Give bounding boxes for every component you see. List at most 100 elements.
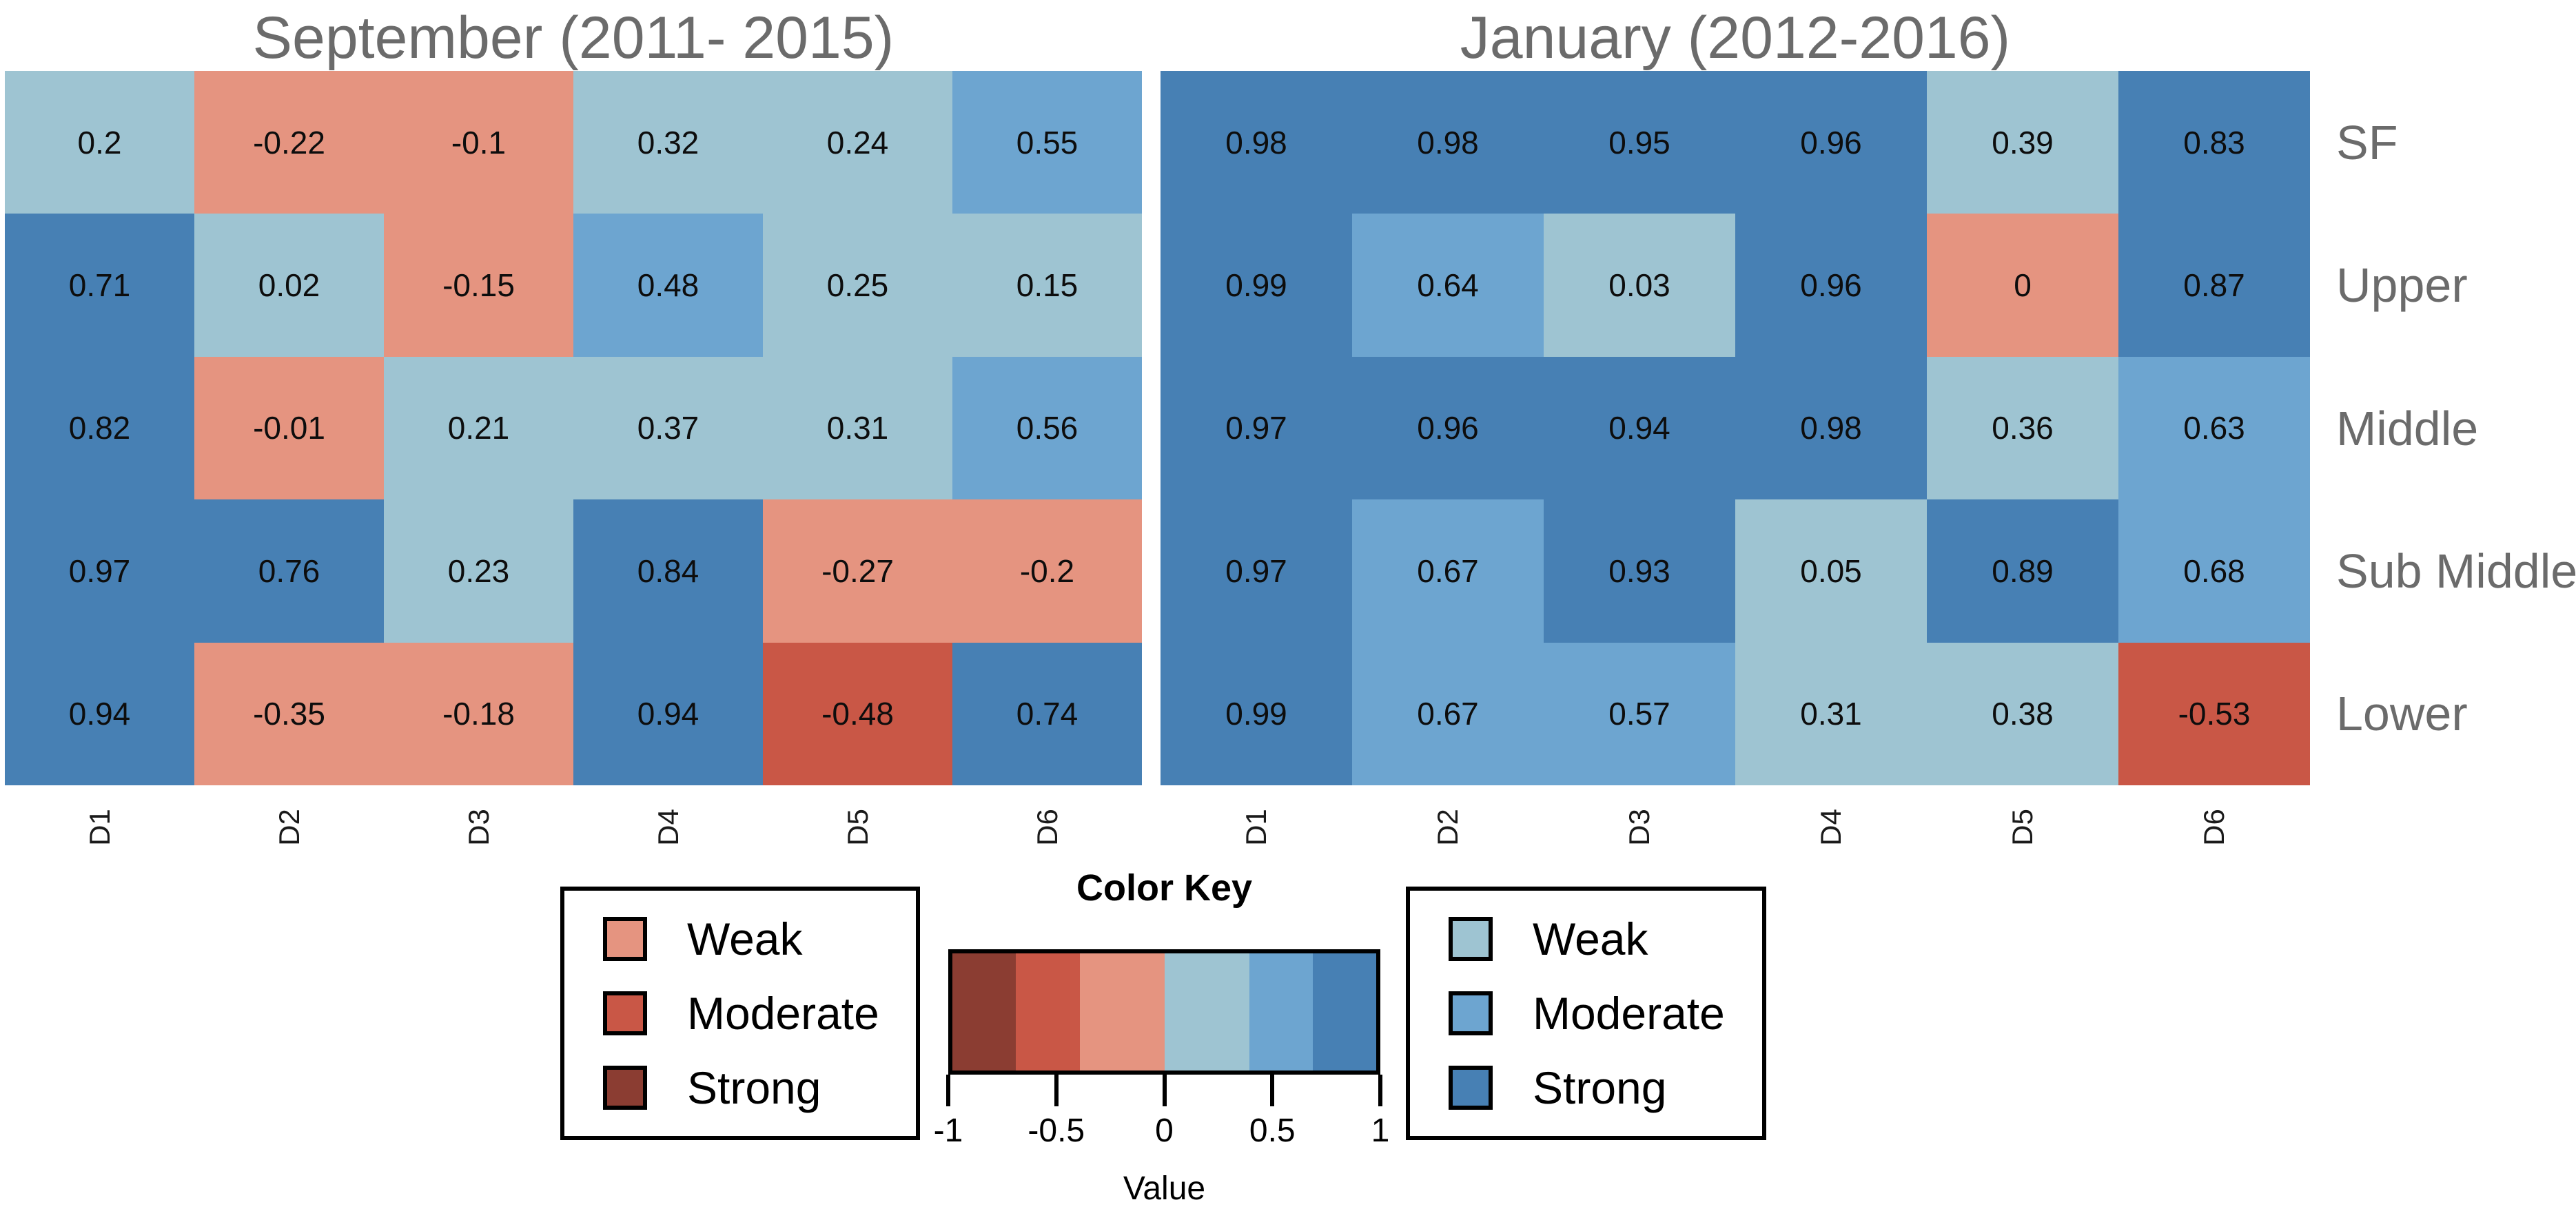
- heatmap-cell: 0.31: [763, 356, 952, 500]
- heatmap-cell-value: 0.76: [258, 552, 320, 589]
- heatmap-cell-value: 0.32: [637, 124, 699, 161]
- heatmap-cell-value: 0.31: [1800, 696, 1862, 732]
- x-tick-label: D4: [1815, 809, 1847, 846]
- legend-item: Moderate: [1449, 987, 1762, 1039]
- row-label: Sub Middle: [2336, 544, 2576, 598]
- heatmap-cell: 0.82: [5, 356, 194, 500]
- heatmap-september: 0.2 -0.22 -0.1 0.32 0.24 0.55 0.71 0.02 -0.15 0.4…: [5, 71, 1142, 785]
- color-key-tick-label: 1: [1371, 1113, 1390, 1149]
- heatmap-cell: 0.83: [2118, 71, 2310, 214]
- heatmap-cell-value: 0.39: [1992, 124, 2054, 161]
- color-key-segment: [952, 953, 1016, 1070]
- heatmap-cell: 0.39: [1927, 71, 2118, 214]
- heatmap-cell: 0.03: [1544, 214, 1735, 357]
- legend-negative: Weak Moderate Strong: [560, 887, 920, 1140]
- x-tick-label: D1: [83, 809, 116, 846]
- heatmap-cell-value: -0.2: [1019, 552, 1075, 589]
- heatmap-title-september: September (2011- 2015): [252, 5, 895, 71]
- row-label: SF: [2336, 115, 2398, 169]
- legend-label: Moderate: [687, 988, 879, 1039]
- heatmap-cell: 0.71: [5, 214, 194, 357]
- heatmap-cell-value: 0.93: [1608, 552, 1670, 589]
- heatmap-cell: 0.99: [1161, 642, 1352, 785]
- heatmap-cell-value: 0.71: [68, 267, 131, 304]
- heatmap-cell-value: 0.64: [1417, 267, 1479, 304]
- heatmap-cell: 0.55: [952, 71, 1142, 214]
- heatmap-cell-value: 0.56: [1016, 410, 1079, 446]
- legend-item: Strong: [1449, 1062, 1762, 1114]
- heatmap-cell-value: 0.96: [1800, 267, 1862, 304]
- color-key-tick-label: 0: [1155, 1113, 1174, 1149]
- heatmap-cell: 0.64: [1352, 214, 1544, 357]
- heatmap-cell-value: 0.94: [68, 696, 131, 732]
- heatmap-cell: 0.95: [1544, 71, 1735, 214]
- color-key-axis-label: Value: [1123, 1170, 1206, 1207]
- heatmap-cell: 0: [1927, 214, 2118, 357]
- heatmap-cell-value: 0.05: [1800, 552, 1862, 589]
- heatmap-cell: 0.97: [1161, 499, 1352, 643]
- x-tick-label: D6: [1030, 809, 1063, 846]
- heatmap-cell: -0.18: [384, 642, 573, 785]
- legend-label: Strong: [687, 1062, 821, 1113]
- heatmap-cell-value: 0.99: [1225, 696, 1287, 732]
- heatmap-cell: 0.21: [384, 356, 573, 500]
- heatmap-cell: 0.23: [384, 499, 573, 643]
- heatmap-cell: 0.98: [1161, 71, 1352, 214]
- heatmap-cell: 0.84: [573, 499, 763, 643]
- heatmap-cell: 0.76: [194, 499, 384, 643]
- legend-swatch-moderate: [1449, 991, 1493, 1035]
- row-label: Lower: [2336, 687, 2468, 741]
- heatmap-cell-value: 0.23: [447, 552, 510, 589]
- heatmap-cell: 0.87: [2118, 214, 2310, 357]
- heatmap-cell: 0.48: [573, 214, 763, 357]
- heatmap-cell: 0.56: [952, 356, 1142, 500]
- heatmap-cell-value: 0.98: [1800, 410, 1862, 446]
- row-labels: SF Upper Middle Sub Middle Lower: [2336, 71, 2576, 785]
- heatmap-cell-value: 0.89: [1992, 552, 2054, 589]
- color-key-tick: [1270, 1075, 1275, 1106]
- heatmap-cell-value: 0.98: [1417, 124, 1479, 161]
- heatmap-cell-value: 0.03: [1608, 267, 1670, 304]
- legend-swatch-moderate: [603, 991, 647, 1035]
- color-key-segment: [1016, 953, 1080, 1070]
- heatmap-cell-value: 0.55: [1016, 124, 1079, 161]
- heatmap-january: 0.98 0.98 0.95 0.96 0.39 0.83 0.99 0.64 0.03 0.96…: [1161, 71, 2310, 785]
- heatmap-cell: -0.35: [194, 642, 384, 785]
- x-tick-label: D1: [1240, 809, 1272, 846]
- legend-label: Weak: [687, 913, 803, 964]
- color-key-tick-label: 0.5: [1249, 1113, 1296, 1149]
- heatmap-cell: 0.98: [1352, 71, 1544, 214]
- x-tick-label: D6: [2198, 809, 2230, 846]
- legend-item: Moderate: [603, 987, 916, 1039]
- heatmap-cell: 0.31: [1735, 642, 1927, 785]
- heatmap-cell-value: 0.83: [2183, 124, 2245, 161]
- legend-swatch-weak: [603, 917, 647, 961]
- color-key-segment: [1249, 953, 1313, 1070]
- heatmap-cell: 0.97: [1161, 356, 1352, 500]
- heatmap-cell: 0.96: [1735, 214, 1927, 357]
- heatmap-cell-value: 0.67: [1417, 696, 1479, 732]
- heatmap-cell-value: 0.24: [826, 124, 889, 161]
- heatmap-cell: 0.24: [763, 71, 952, 214]
- heatmap-cell: 0.68: [2118, 499, 2310, 643]
- heatmap-cell-value: 0.95: [1608, 124, 1670, 161]
- heatmap-cell: 0.38: [1927, 642, 2118, 785]
- heatmap-cell-value: 0.63: [2183, 410, 2245, 446]
- heatmap-cell-value: 0.82: [68, 410, 131, 446]
- x-tick-label: D5: [841, 809, 874, 846]
- heatmap-cell: 0.36: [1927, 356, 2118, 500]
- heatmap-cell-value: 0.21: [447, 410, 510, 446]
- heatmap-cell: 0.99: [1161, 214, 1352, 357]
- color-key-title: Color Key: [1076, 867, 1253, 909]
- heatmap-cell-value: 0.97: [1225, 552, 1287, 589]
- heatmap-cell: -0.01: [194, 356, 384, 500]
- color-key-tick: [1378, 1075, 1382, 1106]
- color-key-tick: [946, 1075, 950, 1106]
- color-key-tick: [1054, 1075, 1059, 1106]
- heatmap-cell: 0.32: [573, 71, 763, 214]
- heatmap-cell-value: 0.36: [1992, 410, 2054, 446]
- legend-label: Strong: [1533, 1062, 1667, 1113]
- legend-swatch-strong: [1449, 1066, 1493, 1110]
- legend-label: Weak: [1533, 913, 1648, 964]
- heatmap-cell: 0.02: [194, 214, 384, 357]
